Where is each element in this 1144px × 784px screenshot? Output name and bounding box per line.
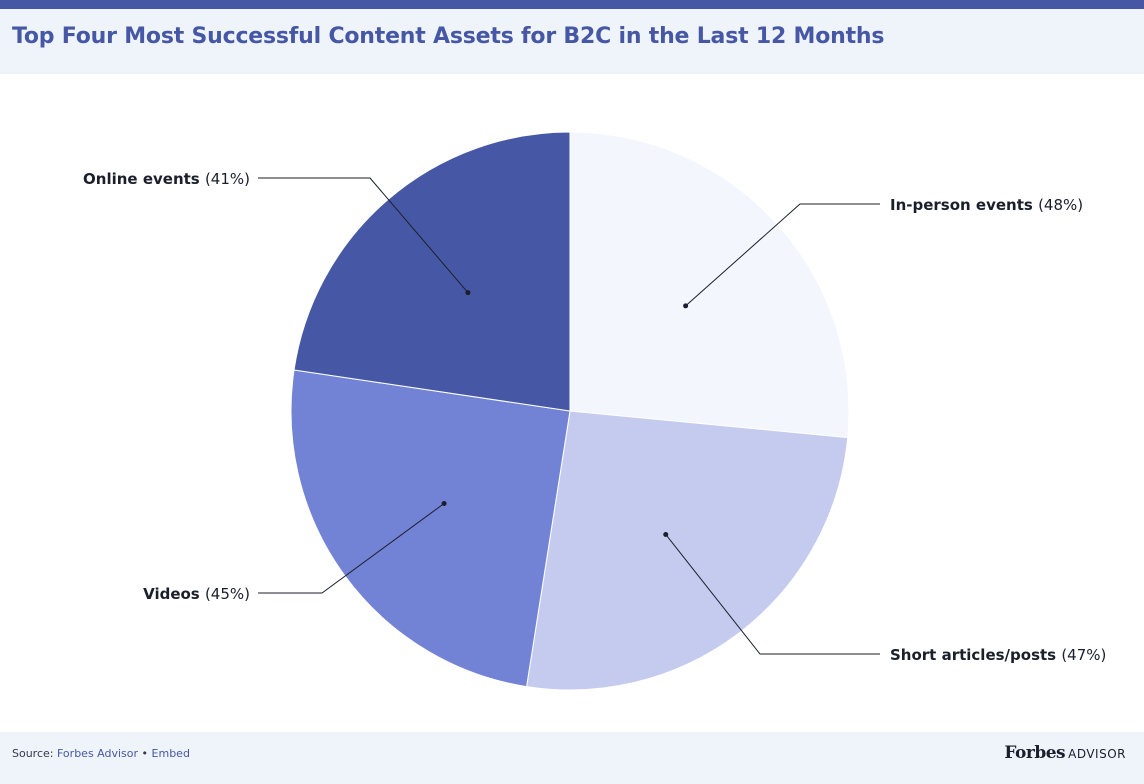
forbes-advisor-logo: Forbes ADVISOR: [1004, 743, 1126, 763]
leader-dot-online-events: [465, 290, 471, 296]
brand-logo-text: Forbes: [1004, 743, 1066, 763]
source-link[interactable]: Forbes Advisor: [57, 747, 139, 760]
leader-line-online-events: [258, 177, 469, 294]
leader-dot-short-articles-posts: [663, 531, 669, 537]
footer: Source: Forbes Advisor • Embed Forbes ADV…: [0, 732, 1144, 784]
slice-label-online-events: Online events (41%): [83, 170, 250, 188]
leader-dot-in-person-events: [683, 303, 689, 309]
slice-label-in-person-events: In-person events (48%): [890, 196, 1083, 214]
page-title: Top Four Most Successful Content Assets …: [12, 24, 885, 49]
leader-line-in-person-events: [685, 203, 880, 307]
source-label: Source:: [12, 747, 54, 760]
pie-chart: In-person events (48%) Short articles/pos…: [83, 131, 1106, 691]
brand-sub-text: ADVISOR: [1068, 747, 1126, 761]
pie-slice-online-events: [293, 131, 571, 412]
source-text: Source: Forbes Advisor • Embed: [12, 747, 190, 760]
embed-link[interactable]: Embed: [151, 747, 190, 760]
top-accent-bar: [0, 0, 1144, 9]
slice-label-short-articles-posts: Short articles/posts (47%): [890, 646, 1106, 664]
slice-label-videos: Videos (45%): [143, 585, 250, 603]
leader-dot-videos: [441, 500, 447, 506]
pie-slice-videos: [290, 369, 571, 688]
chart-area: In-person events (48%) Short articles/pos…: [0, 74, 1144, 732]
pie-slice-short-articles-posts: [526, 410, 849, 691]
header: Top Four Most Successful Content Assets …: [0, 9, 1144, 74]
leader-line-short-articles-posts: [665, 534, 880, 655]
source-separator: •: [141, 747, 149, 760]
leader-line-videos: [258, 503, 445, 594]
